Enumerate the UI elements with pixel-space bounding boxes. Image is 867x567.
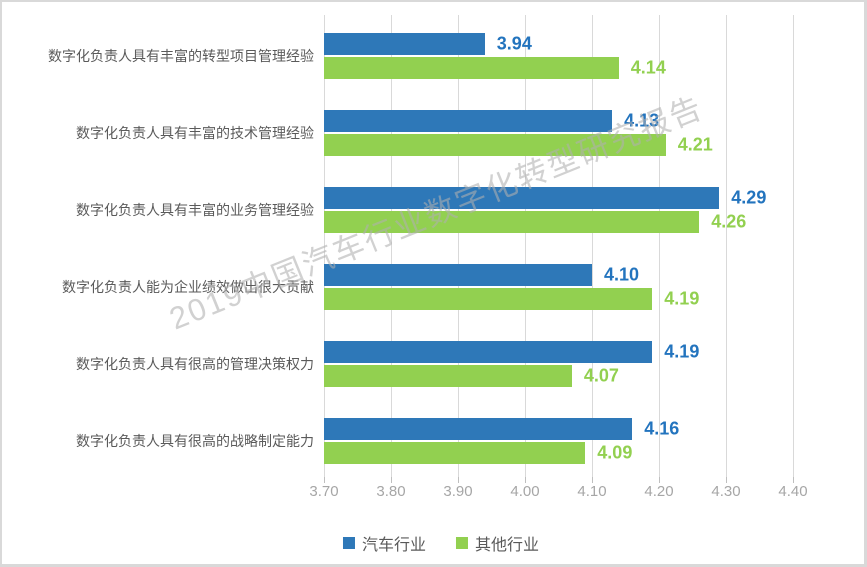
legend: 汽车行业 其他行业 — [342, 531, 539, 555]
axis-tick-mark — [391, 477, 392, 483]
bar-auto-industry — [324, 264, 592, 286]
value-label-other-industry: 4.26 — [711, 211, 747, 232]
value-label-auto-industry: 4.16 — [644, 418, 680, 439]
bar-other-industry — [324, 134, 666, 156]
axis-tick-mark — [659, 477, 660, 483]
gridline — [592, 15, 593, 477]
legend-item-auto-industry: 汽车行业 — [342, 531, 426, 555]
category-label: 数字化负责人具有丰富的转型项目管理经验 — [48, 48, 314, 64]
bar-auto-industry — [324, 341, 653, 363]
x-tick-label: 3.90 — [443, 483, 473, 500]
value-label-other-industry: 4.09 — [597, 442, 633, 463]
bar-other-industry — [324, 365, 572, 387]
gridline — [525, 15, 526, 477]
category-label: 数字化负责人能为企业绩效做出很大贡献 — [62, 279, 314, 295]
bar-other-industry — [324, 288, 653, 310]
category-label: 数字化负责人具有很高的战略制定能力 — [76, 433, 314, 449]
axis-tick-mark — [324, 477, 325, 483]
category-label: 数字化负责人具有很高的管理决策权力 — [76, 356, 314, 372]
x-tick-label: 4.00 — [510, 483, 540, 500]
bar-auto-industry — [324, 110, 613, 132]
bar-other-industry — [324, 57, 619, 79]
x-tick-label: 3.70 — [309, 483, 339, 500]
axis-tick-mark — [726, 477, 727, 483]
legend-swatch-other-industry-icon — [456, 537, 468, 549]
value-label-other-industry: 4.14 — [630, 57, 666, 78]
axis-tick-mark — [793, 477, 794, 483]
value-label-auto-industry: 4.10 — [604, 264, 640, 285]
legend-label-other-industry: 其他行业 — [475, 537, 540, 554]
value-label-other-industry: 4.19 — [664, 288, 700, 309]
category-label: 数字化负责人具有丰富的业务管理经验 — [76, 202, 314, 218]
value-label-auto-industry: 3.94 — [496, 33, 532, 54]
gridline — [726, 15, 727, 477]
legend-swatch-auto-industry-icon — [342, 537, 355, 549]
axis-tick-mark — [458, 477, 459, 483]
gridline — [458, 15, 459, 477]
gridline — [793, 15, 794, 477]
x-tick-label: 4.40 — [778, 483, 808, 500]
bar-auto-industry — [324, 187, 720, 209]
x-tick-label: 4.10 — [577, 483, 607, 500]
value-label-auto-industry: 4.29 — [731, 187, 767, 208]
bar-auto-industry — [324, 418, 633, 440]
x-tick-label: 3.80 — [376, 483, 406, 500]
legend-item-other-industry: 其他行业 — [456, 531, 539, 555]
legend-label-auto-industry: 汽车行业 — [361, 537, 426, 554]
bar-auto-industry — [324, 33, 485, 55]
category-label: 数字化负责人具有丰富的技术管理经验 — [76, 125, 314, 141]
x-tick-label: 4.20 — [644, 483, 674, 500]
bar-other-industry — [324, 442, 586, 464]
gridline — [324, 15, 325, 477]
value-label-other-industry: 4.07 — [583, 365, 619, 386]
axis-tick-mark — [592, 477, 593, 483]
x-tick-label: 4.30 — [711, 483, 741, 500]
value-label-auto-industry: 4.19 — [664, 341, 700, 362]
axis-tick-mark — [525, 477, 526, 483]
value-label-auto-industry: 4.13 — [624, 110, 660, 131]
bar-other-industry — [324, 211, 700, 233]
gridline — [391, 15, 392, 477]
gridline — [659, 15, 660, 477]
plot-area: 3.94 4.14 4.13 4.21 4.29 4.26 4.10 4.19 4.19 4.07… — [324, 15, 794, 483]
value-label-other-industry: 4.21 — [677, 134, 713, 155]
